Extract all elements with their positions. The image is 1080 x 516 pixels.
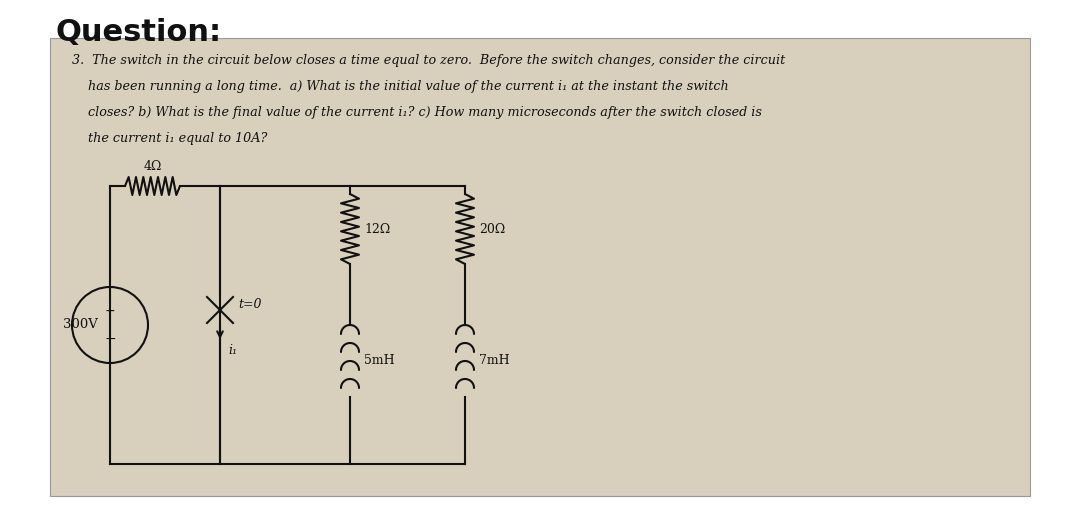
Text: i₁: i₁ [228,344,237,357]
Text: +: + [105,304,116,317]
FancyBboxPatch shape [50,38,1030,496]
Text: 5mH: 5mH [364,354,394,367]
Text: −: − [104,332,116,346]
Text: has been running a long time.  a) What is the initial value of the current i₁ at: has been running a long time. a) What is… [72,80,729,93]
Text: 7mH: 7mH [480,354,510,367]
Text: 3.  The switch in the circuit below closes a time equal to zero.  Before the swi: 3. The switch in the circuit below close… [72,54,785,67]
Text: 4Ω: 4Ω [144,160,162,173]
Text: t=0: t=0 [238,298,261,312]
Text: 300V: 300V [63,318,98,331]
Text: Question:: Question: [55,18,221,47]
Text: 20Ω: 20Ω [480,222,505,235]
Text: the current i₁ equal to 10A?: the current i₁ equal to 10A? [72,132,268,145]
Text: closes? b) What is the final value of the current i₁? c) How many microseconds a: closes? b) What is the final value of th… [72,106,761,119]
Text: 12Ω: 12Ω [364,222,390,235]
